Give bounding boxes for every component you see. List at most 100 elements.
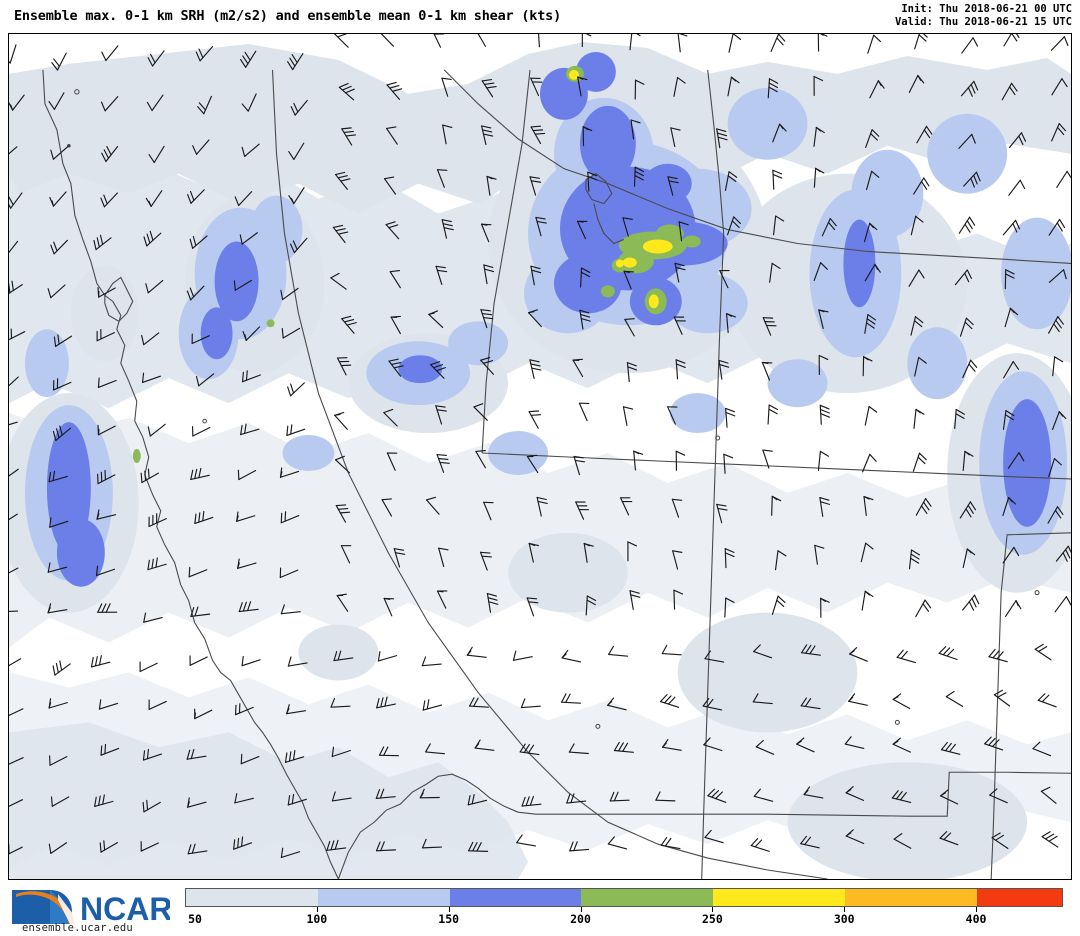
wind-barb	[56, 52, 67, 71]
wind-barb-flag	[1053, 458, 1062, 466]
wind-barb-flag	[997, 692, 1007, 698]
wind-barb	[1032, 748, 1052, 757]
wind-barb	[512, 656, 533, 661]
wind-barb-flag	[569, 841, 574, 852]
wind-barb-flag	[1063, 36, 1069, 46]
wind-barb-flag	[1015, 219, 1021, 230]
wind-barb-flag	[1062, 552, 1068, 562]
wind-barb	[192, 426, 211, 437]
wind-barb-half	[623, 270, 631, 274]
wind-barb-flag	[923, 501, 930, 511]
wind-barb	[486, 593, 492, 613]
wind-barb-flag	[1018, 452, 1025, 462]
wind-barb	[148, 700, 167, 710]
wind-barb-half	[730, 76, 737, 82]
wind-barb-flag	[142, 750, 146, 761]
wind-barb-flag	[865, 322, 875, 329]
wind-barb-half	[51, 200, 55, 207]
wind-barb-flag	[711, 790, 720, 798]
wind-barb-flag	[915, 215, 924, 223]
wind-barb	[719, 269, 729, 289]
wind-barb-flag	[537, 500, 548, 505]
wind-barb	[1048, 269, 1065, 283]
wind-barb-flag	[483, 268, 495, 273]
wind-barb-flag	[330, 697, 336, 708]
wind-barb	[473, 406, 488, 421]
wind-barb	[380, 34, 394, 47]
wind-barb	[674, 262, 680, 283]
wind-barb-flag	[481, 79, 493, 82]
wind-barb-flag	[579, 309, 590, 314]
wind-barb	[609, 799, 630, 802]
wind-barb	[441, 77, 449, 97]
colorbar-tick-mark-200	[580, 907, 582, 912]
wind-barb-flag	[529, 359, 540, 363]
wind-barb-flag	[1020, 132, 1027, 142]
wind-barb	[896, 656, 916, 664]
wind-barb-flag	[675, 363, 686, 368]
wind-barb-half	[582, 126, 589, 131]
wind-barb-flag	[776, 599, 785, 608]
wind-barb	[619, 497, 630, 516]
wind-barb-flag	[922, 603, 930, 612]
wind-barb	[9, 799, 24, 807]
wind-barb-half	[576, 220, 584, 223]
wind-barb	[864, 263, 876, 282]
wind-barb	[761, 361, 771, 381]
wind-barb	[1051, 123, 1060, 142]
wind-barb	[241, 232, 258, 245]
wind-barb	[575, 501, 585, 520]
wind-barb-flag	[488, 601, 499, 605]
wind-barb	[908, 74, 919, 93]
wind-barb-flag	[55, 662, 59, 674]
wind-barb	[376, 703, 396, 709]
wind-barb	[940, 749, 961, 755]
colorbar-tick-mark-150	[448, 907, 450, 912]
wind-barb-flag	[660, 837, 668, 846]
wind-barb-half	[561, 653, 567, 659]
wind-barb	[767, 404, 770, 425]
wind-barb-flag	[819, 408, 830, 414]
wind-barb-half	[48, 702, 52, 709]
wind-barb	[341, 318, 355, 334]
wind-barb	[893, 838, 912, 849]
wind-barb-flag	[938, 646, 947, 654]
wind-barb-flag	[146, 748, 150, 760]
wind-barb-flag	[234, 793, 238, 804]
wind-barb	[393, 548, 401, 568]
wind-barb	[334, 34, 349, 48]
wind-barb	[959, 501, 971, 519]
wind-barb-flag	[531, 269, 542, 274]
wind-barb-flag	[288, 751, 292, 762]
wind-barb-half	[966, 548, 972, 554]
wind-barb-flag	[442, 223, 453, 227]
wind-barb-flag	[716, 132, 728, 137]
wind-barb-flag	[771, 262, 781, 270]
wind-barb-flag	[338, 83, 349, 88]
wind-barb-flag	[430, 361, 441, 366]
wind-barb-flag	[198, 102, 207, 111]
wind-barb	[1004, 307, 1011, 328]
wind-barb	[151, 94, 164, 112]
wind-barb	[52, 146, 69, 160]
wind-barb-flag	[942, 647, 951, 656]
wind-barb-flag	[1040, 786, 1051, 792]
wind-barb-flag	[337, 508, 349, 510]
wind-barb	[630, 119, 635, 140]
colorbar-segment-100	[317, 889, 450, 906]
wind-barb	[1003, 360, 1014, 379]
wind-barb	[725, 407, 728, 428]
wind-barb-flag	[150, 53, 156, 64]
wind-barb-flag	[914, 316, 924, 324]
wind-barb-flag	[819, 497, 830, 501]
wind-barb-flag	[94, 656, 98, 667]
wind-barb	[479, 551, 488, 571]
wind-barb	[104, 96, 119, 112]
wind-barb-flag	[198, 512, 201, 523]
page-title: Ensemble max. 0-1 km SRH (m2/s2) and ens…	[14, 8, 562, 24]
wind-barb	[480, 309, 488, 329]
wind-barb-flag	[151, 558, 154, 570]
wind-barb-flag	[630, 594, 641, 598]
wind-barb	[280, 514, 300, 524]
wind-barb	[963, 171, 978, 187]
